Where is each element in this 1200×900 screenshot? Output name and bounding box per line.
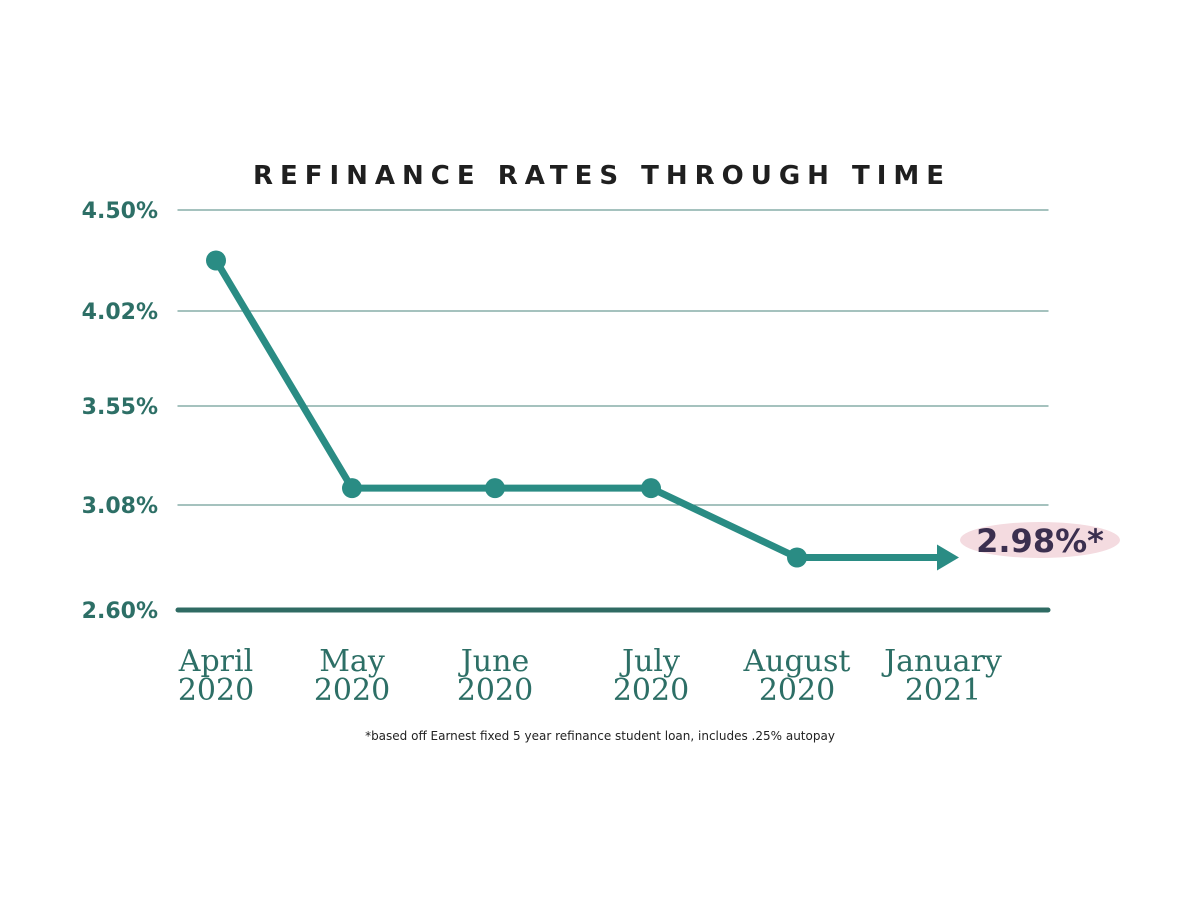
x-tick-label-year: 2020	[457, 673, 533, 708]
x-tick-label-year: 2020	[613, 673, 689, 708]
x-tick-label: May	[319, 644, 385, 679]
series-polyline	[212, 257, 947, 561]
x-axis-ticks: April2020May2020June2020July2020August20…	[178, 644, 1002, 708]
footnote: *based off Earnest fixed 5 year refinanc…	[365, 729, 835, 743]
x-tick-label: January	[881, 644, 1002, 679]
y-tick-label: 2.60%	[82, 599, 158, 624]
data-point	[485, 478, 505, 499]
y-tick-label: 4.02%	[82, 300, 158, 325]
x-tick-label-year: 2021	[905, 673, 981, 708]
series-line	[212, 257, 947, 561]
chart-title: REFINANCE RATES THROUGH TIME	[253, 161, 951, 191]
y-tick-label: 3.55%	[82, 395, 158, 420]
data-point	[342, 478, 362, 499]
x-tick-label-year: 2020	[178, 673, 254, 708]
data-point	[206, 250, 226, 271]
gridlines	[175, 209, 1051, 613]
callout-background	[960, 522, 1120, 558]
x-tick-label-year: 2020	[314, 673, 390, 708]
series-points	[206, 250, 959, 571]
y-tick-label: 4.50%	[82, 199, 158, 224]
x-tick-label: June	[458, 644, 529, 679]
x-tick-label: August	[743, 644, 851, 679]
data-point	[787, 547, 807, 568]
data-point-arrow	[937, 544, 959, 571]
callout-value: 2.98%*	[976, 522, 1104, 560]
y-tick-label: 3.08%	[82, 494, 158, 519]
x-tick-label-year: 2020	[759, 673, 835, 708]
y-axis-ticks: 4.50% 4.02% 3.55% 3.08% 2.60%	[82, 199, 158, 624]
callout: 2.98%*	[960, 522, 1120, 560]
data-point	[641, 478, 661, 499]
x-tick-label: April	[178, 644, 253, 679]
x-tick-label: July	[619, 644, 680, 679]
